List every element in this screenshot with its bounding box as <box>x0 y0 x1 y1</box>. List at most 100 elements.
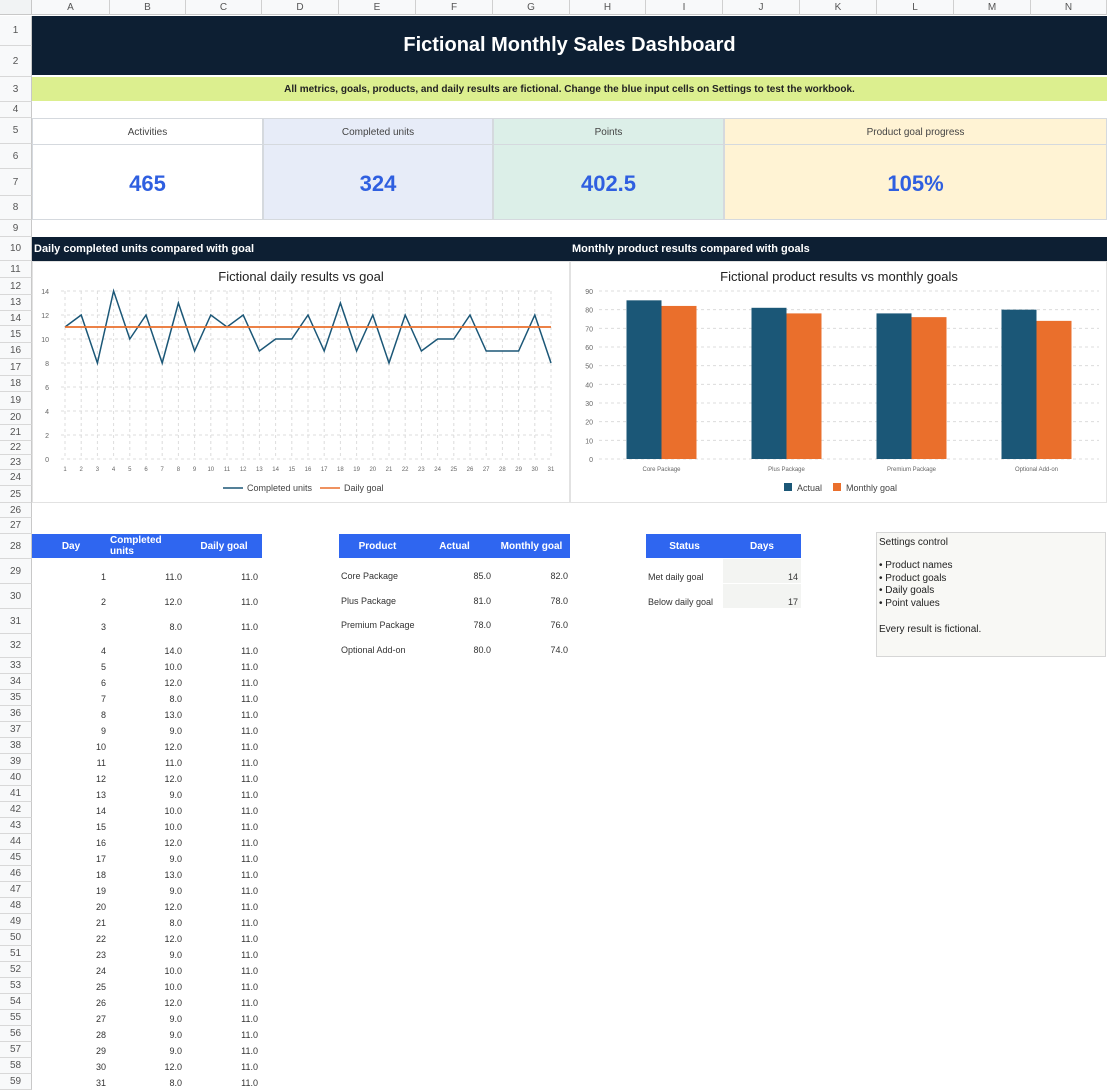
row-header[interactable]: 4 <box>0 102 32 118</box>
column-header[interactable]: J <box>723 0 800 15</box>
product-cell[interactable]: Optional Add-on <box>341 645 406 655</box>
kpi-points[interactable]: Points 402.5 <box>493 118 724 220</box>
daily-cell[interactable]: 26 <box>95 998 106 1008</box>
row-header[interactable]: 18 <box>0 376 32 392</box>
status-cell[interactable]: Below daily goal <box>648 597 714 607</box>
daily-cell[interactable]: 11.0 <box>241 982 258 992</box>
row-header[interactable]: 28 <box>0 534 32 559</box>
daily-cell[interactable]: 11.0 <box>241 822 258 832</box>
daily-cell[interactable]: 11.0 <box>241 597 258 607</box>
row-header[interactable]: 17 <box>0 359 32 376</box>
row-header[interactable]: 3 <box>0 77 32 102</box>
product-cell[interactable]: Plus Package <box>341 596 397 606</box>
daily-cell[interactable]: 21 <box>95 918 106 928</box>
row-header[interactable]: 39 <box>0 754 32 770</box>
row-header[interactable]: 20 <box>0 410 32 425</box>
row-header[interactable]: 25 <box>0 486 32 503</box>
daily-cell[interactable]: 14.0 <box>164 646 182 656</box>
row-header[interactable]: 43 <box>0 818 32 834</box>
product-cell[interactable]: 78.0 <box>473 620 491 630</box>
daily-cell[interactable]: 11.0 <box>241 966 258 976</box>
daily-cell[interactable]: 11.0 <box>241 934 258 944</box>
row-header[interactable]: 24 <box>0 470 32 486</box>
daily-cell[interactable]: 17 <box>95 854 106 864</box>
row-header[interactable]: 26 <box>0 503 32 518</box>
column-header[interactable]: F <box>416 0 493 15</box>
settings-control-note[interactable]: Settings control Product names Product g… <box>876 532 1106 657</box>
row-header[interactable]: 58 <box>0 1058 32 1074</box>
row-header[interactable]: 35 <box>0 690 32 706</box>
daily-cell[interactable]: 19 <box>95 886 106 896</box>
daily-cell[interactable]: 11.0 <box>241 1078 258 1088</box>
daily-cell[interactable]: 9.0 <box>169 790 182 800</box>
row-header[interactable]: 30 <box>0 584 32 609</box>
row-header[interactable]: 40 <box>0 770 32 786</box>
fictional-note[interactable]: All metrics, goals, products, and daily … <box>32 77 1107 101</box>
daily-cell[interactable]: 13.0 <box>164 870 182 880</box>
row-header[interactable]: 19 <box>0 392 32 410</box>
daily-cell[interactable]: 23 <box>95 950 106 960</box>
product-cell[interactable]: 81.0 <box>473 596 491 606</box>
product-cell[interactable]: Premium Package <box>341 620 415 630</box>
daily-cell[interactable]: 11.0 <box>241 774 258 784</box>
row-header[interactable]: 38 <box>0 738 32 754</box>
daily-cell[interactable]: 12.0 <box>164 678 182 688</box>
days-input-cell[interactable] <box>723 559 801 583</box>
daily-cell[interactable]: 8.0 <box>169 918 182 928</box>
column-header[interactable]: K <box>800 0 877 15</box>
row-header[interactable]: 22 <box>0 441 32 455</box>
column-header[interactable]: A <box>32 0 110 15</box>
product-cell[interactable]: 78.0 <box>550 596 568 606</box>
daily-cell[interactable]: 11 <box>96 758 106 768</box>
daily-cell[interactable]: 10 <box>95 742 106 752</box>
kpi-product-goal-progress[interactable]: Product goal progress 105% <box>724 118 1107 220</box>
row-header[interactable]: 59 <box>0 1074 32 1090</box>
daily-cell[interactable]: 8.0 <box>169 1078 182 1088</box>
column-header[interactable]: D <box>262 0 339 15</box>
row-header[interactable]: 33 <box>0 658 32 674</box>
daily-cell[interactable]: 9.0 <box>169 726 182 736</box>
row-header[interactable]: 9 <box>0 220 32 237</box>
daily-cell[interactable]: 8.0 <box>169 694 182 704</box>
daily-cell[interactable]: 11.0 <box>241 902 258 912</box>
daily-cell[interactable]: 9.0 <box>169 854 182 864</box>
column-header[interactable]: N <box>1031 0 1107 15</box>
row-header[interactable]: 56 <box>0 1026 32 1042</box>
row-header[interactable]: 47 <box>0 882 32 898</box>
daily-cell[interactable]: 9.0 <box>169 950 182 960</box>
row-header[interactable]: 44 <box>0 834 32 850</box>
daily-cell[interactable]: 8.0 <box>169 622 182 632</box>
dashboard-title[interactable]: Fictional Monthly Sales Dashboard <box>32 16 1107 75</box>
product-cell[interactable]: Core Package <box>341 571 399 581</box>
row-header[interactable]: 5 <box>0 118 32 144</box>
row-header[interactable]: 34 <box>0 674 32 690</box>
row-header[interactable]: 27 <box>0 518 32 534</box>
row-header[interactable]: 21 <box>0 425 32 441</box>
daily-cell[interactable]: 2 <box>100 597 106 607</box>
status-cell[interactable]: 14 <box>787 572 798 582</box>
daily-cell[interactable]: 12.0 <box>164 998 182 1008</box>
daily-cell[interactable]: 10.0 <box>164 822 182 832</box>
product-cell[interactable]: 82.0 <box>550 571 568 581</box>
row-header[interactable]: 14 <box>0 311 32 326</box>
daily-cell[interactable]: 11.0 <box>241 790 258 800</box>
daily-cell[interactable]: 27 <box>95 1014 106 1024</box>
daily-cell[interactable]: 11.0 <box>241 694 258 704</box>
daily-cell[interactable]: 11.0 <box>241 758 258 768</box>
daily-cell[interactable]: 13 <box>95 790 106 800</box>
daily-cell[interactable]: 22 <box>95 934 106 944</box>
product-cell[interactable]: 80.0 <box>473 645 491 655</box>
daily-cell[interactable]: 11.0 <box>241 870 258 880</box>
header-product[interactable]: Product <box>339 534 416 558</box>
daily-cell[interactable]: 10.0 <box>164 662 182 672</box>
daily-cell[interactable]: 12.0 <box>164 838 182 848</box>
days-input-cell[interactable] <box>723 584 801 608</box>
daily-cell[interactable]: 10.0 <box>164 966 182 976</box>
column-header[interactable]: B <box>110 0 186 15</box>
daily-line-chart[interactable]: Fictional daily results vs goal 0 2 4 6 8 10 12… <box>32 261 570 503</box>
header-days[interactable]: Days <box>723 534 801 558</box>
header-monthly-goal[interactable]: Monthly goal <box>493 534 570 558</box>
daily-cell[interactable]: 9.0 <box>169 1030 182 1040</box>
daily-cell[interactable]: 11.0 <box>241 662 258 672</box>
daily-cell[interactable]: 11.0 <box>241 998 258 1008</box>
